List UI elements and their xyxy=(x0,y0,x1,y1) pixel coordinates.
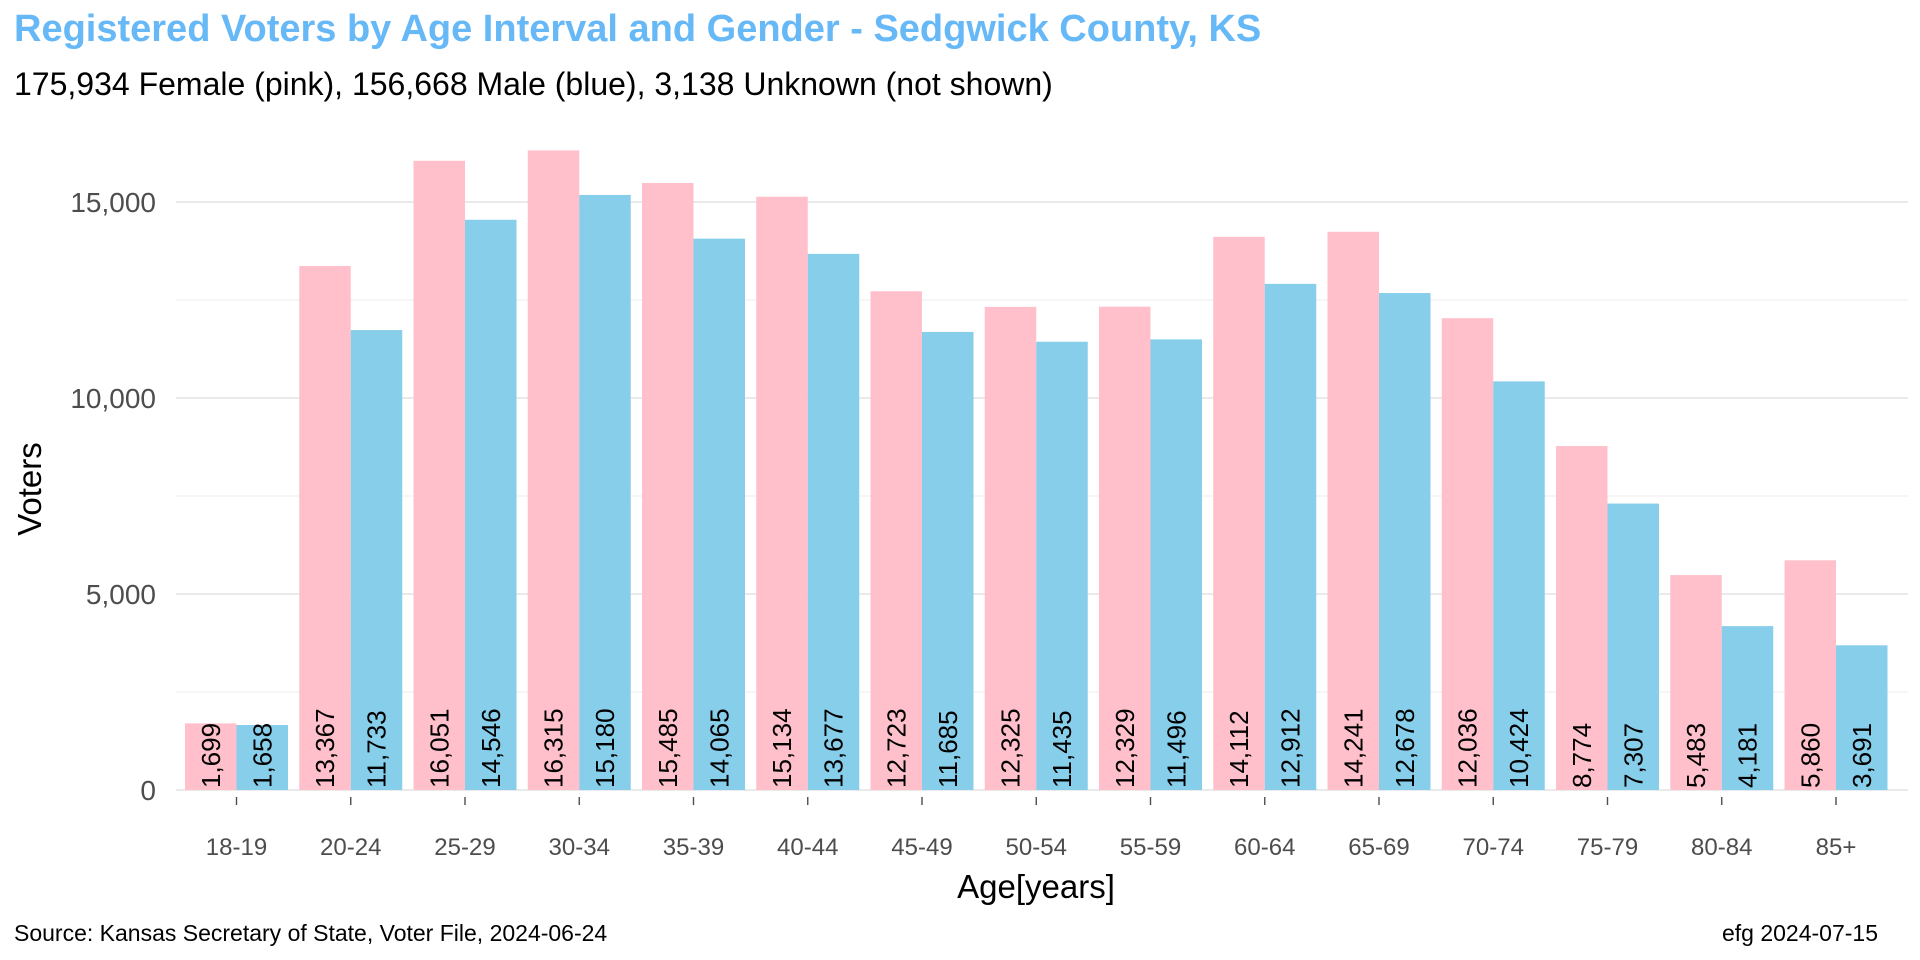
male-bar xyxy=(1036,341,1088,790)
source-caption: Source: Kansas Secretary of State, Voter… xyxy=(14,920,608,946)
female-bar xyxy=(1099,306,1151,790)
female-bar xyxy=(1670,575,1722,790)
female-bar xyxy=(756,196,808,790)
male-bar xyxy=(1836,645,1888,790)
bar-value-label: 12,678 xyxy=(1390,708,1420,788)
y-tick-label: 10,000 xyxy=(70,383,156,414)
male-bar xyxy=(1150,339,1202,790)
female-bar xyxy=(1556,446,1608,790)
male-bar xyxy=(236,725,288,790)
female-bar xyxy=(870,291,922,790)
male-bar xyxy=(922,331,974,790)
x-tick-label: 50-54 xyxy=(1006,834,1067,861)
chart-title: Registered Voters by Age Interval and Ge… xyxy=(14,8,1262,50)
x-tick-label: 30-34 xyxy=(549,834,610,861)
bar-value-label: 11,733 xyxy=(362,710,392,788)
male-bar xyxy=(1264,283,1317,790)
bar-value-label: 16,315 xyxy=(539,708,569,788)
bar-value-label: 14,112 xyxy=(1224,710,1254,788)
female-bar xyxy=(642,182,694,790)
male-bar xyxy=(350,330,403,790)
x-tick-label: 65-69 xyxy=(1348,834,1409,861)
x-tick-label: 70-74 xyxy=(1463,834,1524,861)
x-axis: 18-19 20-24 25-29 30-34 35-39 40-44 45-49 50-54… xyxy=(206,797,1857,861)
bar-value-label: 13,367 xyxy=(310,708,340,788)
male-bar xyxy=(1721,626,1774,790)
chart-subtitle: 175,934 Female (pink), 156,668 Male (blu… xyxy=(14,66,1053,102)
x-tick-label: 35-39 xyxy=(663,834,724,861)
x-tick-label: 25-29 xyxy=(434,834,495,861)
x-tick-label: 40-44 xyxy=(777,834,838,861)
y-tick-label: 0 xyxy=(140,775,156,806)
bar-value-label: 11,685 xyxy=(933,710,963,788)
y-tick-label: 15,000 xyxy=(70,187,156,218)
bar-value-label: 5,860 xyxy=(1795,723,1825,788)
female-bar xyxy=(527,150,580,790)
male-bar xyxy=(1607,503,1659,790)
bar-value-label: 5,483 xyxy=(1681,723,1711,788)
male-bar xyxy=(465,219,517,790)
bar-value-label: 12,912 xyxy=(1276,708,1306,788)
female-bar xyxy=(413,160,465,791)
x-tick-label: 45-49 xyxy=(891,834,952,861)
bar-value-label: 16,051 xyxy=(424,708,454,788)
bar-value-label: 13,677 xyxy=(819,708,849,788)
bar-value-label: 14,241 xyxy=(1338,708,1368,788)
bars xyxy=(185,150,1888,791)
female-bar xyxy=(299,266,351,790)
x-tick-label: 20-24 xyxy=(320,834,381,861)
bar-value-label: 14,065 xyxy=(704,708,734,788)
male-bar xyxy=(1379,293,1431,790)
y-tick-label: 5,000 xyxy=(86,579,156,610)
x-tick-label: 85+ xyxy=(1816,834,1857,861)
female-bar xyxy=(1784,560,1836,790)
female-bar xyxy=(1327,231,1379,790)
male-bar xyxy=(1493,381,1545,790)
bar-value-label: 12,723 xyxy=(881,708,911,788)
bar-value-label: 3,691 xyxy=(1847,723,1877,788)
bar-value-label: 8,774 xyxy=(1567,723,1597,788)
bar-value-labels: 1,699 1,658 13,367 11,733 16,051 14,546 16,315… xyxy=(196,708,1877,788)
bar-value-label: 12,329 xyxy=(1110,708,1140,788)
bar-value-label: 10,424 xyxy=(1504,708,1534,788)
male-bar xyxy=(807,253,860,791)
female-bar xyxy=(1213,236,1265,791)
male-bar xyxy=(693,238,745,791)
bar-value-label: 4,181 xyxy=(1733,723,1763,788)
female-bar xyxy=(984,306,1037,790)
x-tick-label: 60-64 xyxy=(1234,834,1295,861)
bar-value-label: 12,325 xyxy=(996,708,1026,788)
bar-value-label: 12,036 xyxy=(1453,708,1483,788)
female-bar xyxy=(185,723,237,790)
bar-value-label: 11,496 xyxy=(1161,710,1191,788)
y-axis: 0 5,000 10,000 15,000 xyxy=(70,187,156,806)
bar-value-label: 1,658 xyxy=(247,723,277,788)
x-axis-title: Age[years] xyxy=(957,868,1115,905)
female-bar xyxy=(1441,318,1494,790)
bar-value-label: 7,307 xyxy=(1618,723,1648,788)
bar-value-label: 1,699 xyxy=(196,723,226,788)
x-tick-label: 80-84 xyxy=(1691,834,1752,861)
bar-value-label: 14,546 xyxy=(476,708,506,788)
bar-value-label: 11,435 xyxy=(1047,710,1077,788)
y-axis-title: Voters xyxy=(11,442,48,536)
bar-value-label: 15,180 xyxy=(590,708,620,788)
male-bar xyxy=(579,194,631,791)
x-tick-label: 55-59 xyxy=(1120,834,1181,861)
x-tick-label: 18-19 xyxy=(206,834,267,861)
bar-value-label: 15,134 xyxy=(767,708,797,788)
credit-caption: efg 2024-07-15 xyxy=(1721,920,1878,946)
x-tick-label: 75-79 xyxy=(1577,834,1638,861)
bar-value-label: 15,485 xyxy=(653,708,683,788)
